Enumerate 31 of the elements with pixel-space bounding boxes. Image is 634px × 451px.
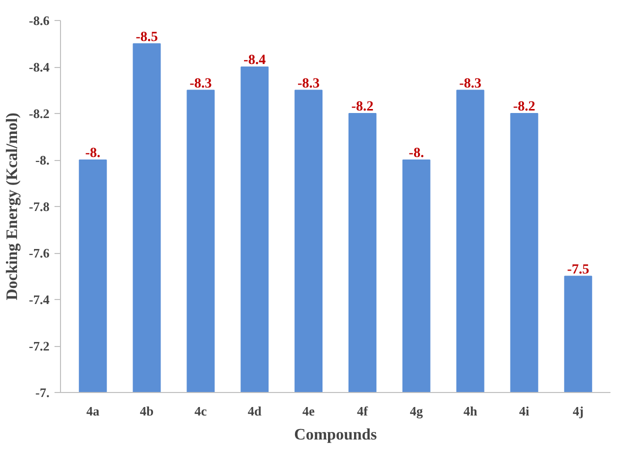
y-tick-label: -7.4 [28,292,50,307]
y-tick-label: -7. [35,385,50,400]
data-label: -8.3 [297,76,320,92]
x-tick-label: 4h [463,404,478,418]
x-tick-label: 4i [519,404,530,418]
data-label: -8. [85,146,100,161]
data-label: -8.2 [351,100,374,114]
x-tick-label: 4b [140,404,154,418]
data-label: -8.4 [244,53,266,68]
data-label: -8.3 [459,76,482,92]
y-tick-label: -7.6 [28,246,50,260]
data-label: -8. [408,146,424,161]
x-axis-title: Compounds [294,426,377,444]
x-tick-label: 4j [572,404,584,418]
data-label: -7.5 [567,262,590,278]
x-tick-label: 4c [194,404,208,418]
y-tick-label: -8.4 [28,60,50,74]
data-label: -8.5 [136,30,158,45]
y-tick-label: -8.2 [28,106,50,121]
data-label: -8.3 [190,76,212,92]
y-tick-label: -7.2 [28,338,50,354]
x-tick-label: 4d [248,404,262,418]
data-label: -8.2 [513,100,536,114]
x-tick-label: 4f [357,404,369,418]
y-tick-label: -8. [35,152,50,168]
y-tick-label: -7.8 [28,199,50,214]
x-tick-label: 4a [86,404,100,418]
y-tick-label: -8.6 [28,13,50,28]
y-axis-title: Docking Energy (Kcal/mol) [4,112,21,300]
x-tick-label: 4g [410,404,424,418]
x-tick-label: 4e [302,404,315,418]
